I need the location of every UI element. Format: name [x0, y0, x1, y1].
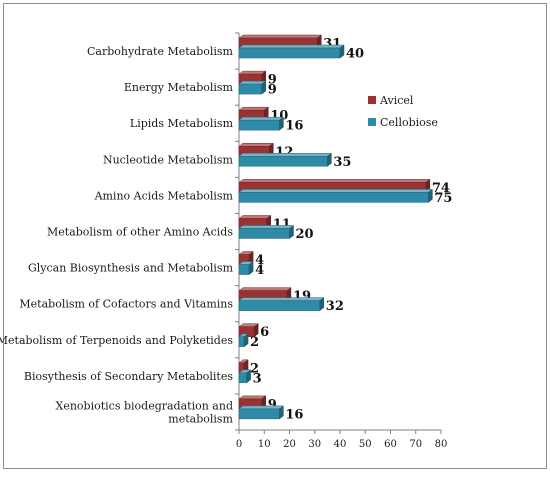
bar-cellobiose	[238, 80, 267, 95]
plot-area: 0 10 20 30 40 50 60 70 80 Carbohydrate Metabolism…	[0, 32, 452, 450]
bar-cellobiose	[238, 369, 252, 384]
category-label: Nucleotide Metabolism	[103, 153, 234, 166]
data-label: 16	[285, 407, 303, 422]
legend-label: Cellobiose	[380, 116, 438, 129]
data-label: 75	[434, 191, 452, 206]
bar-cellobiose	[238, 405, 285, 420]
data-label: 20	[296, 227, 314, 242]
legend-label: Avicel	[379, 94, 414, 107]
data-label: 16	[285, 119, 303, 134]
x-tick-label: 80	[435, 439, 448, 450]
x-tick-label: 60	[384, 439, 397, 450]
data-label: 9	[268, 397, 277, 412]
bar-cellobiose	[238, 224, 295, 239]
data-label: 4	[255, 253, 264, 268]
category-label: Xenobiotics biodegradation and metabolism	[56, 399, 234, 425]
data-label: 40	[346, 47, 364, 62]
data-label: 74	[432, 181, 450, 196]
data-label: 2	[250, 361, 259, 376]
bar-cellobiose	[238, 116, 285, 131]
category-label: Metabolism of Cofactors and Vitamins	[19, 298, 233, 311]
data-label: 32	[326, 299, 344, 314]
data-label: 35	[333, 155, 351, 170]
bar-cellobiose	[238, 333, 249, 348]
category-label: Energy Metabolism	[124, 81, 234, 94]
category-label: Metabolism of other Amino Acids	[47, 226, 233, 239]
category-label: Metabolism of Terpenoids and Polyketides	[0, 334, 233, 347]
data-label: 4	[255, 263, 264, 278]
category-label: Biosythesis of Secondary Metabolites	[24, 370, 233, 383]
data-label: 2	[250, 335, 259, 350]
data-label: 9	[268, 73, 277, 88]
legend: Avicel Cellobiose	[368, 94, 438, 129]
legend-swatch	[368, 96, 376, 104]
data-label: 6	[260, 325, 269, 340]
category-label: Carbohydrate Metabolism	[87, 45, 234, 58]
bar-avicel	[238, 323, 259, 338]
bar-cellobiose	[238, 261, 254, 276]
bar-avicel	[238, 178, 431, 193]
category-label: Glycan Biosynthesis and Metabolism	[28, 262, 234, 275]
x-tick-label: 50	[359, 439, 372, 450]
x-tick-label: 10	[258, 439, 271, 450]
x-tick-label: 40	[334, 439, 347, 450]
category-label: Lipids Metabolism	[130, 117, 234, 130]
x-tick-label: 20	[283, 439, 296, 450]
data-label: 9	[268, 83, 277, 98]
bar-cellobiose	[238, 188, 434, 203]
bar-cellobiose	[238, 297, 325, 312]
category-label: Amino Acids Metabolism	[94, 189, 234, 202]
data-label: 3	[253, 371, 262, 386]
x-tick-label: 30	[308, 439, 321, 450]
legend-swatch	[368, 118, 376, 126]
bar-cellobiose	[238, 44, 345, 59]
x-tick-label: 0	[236, 439, 242, 450]
bar-cellobiose	[238, 152, 333, 167]
x-tick-label: 70	[409, 439, 422, 450]
